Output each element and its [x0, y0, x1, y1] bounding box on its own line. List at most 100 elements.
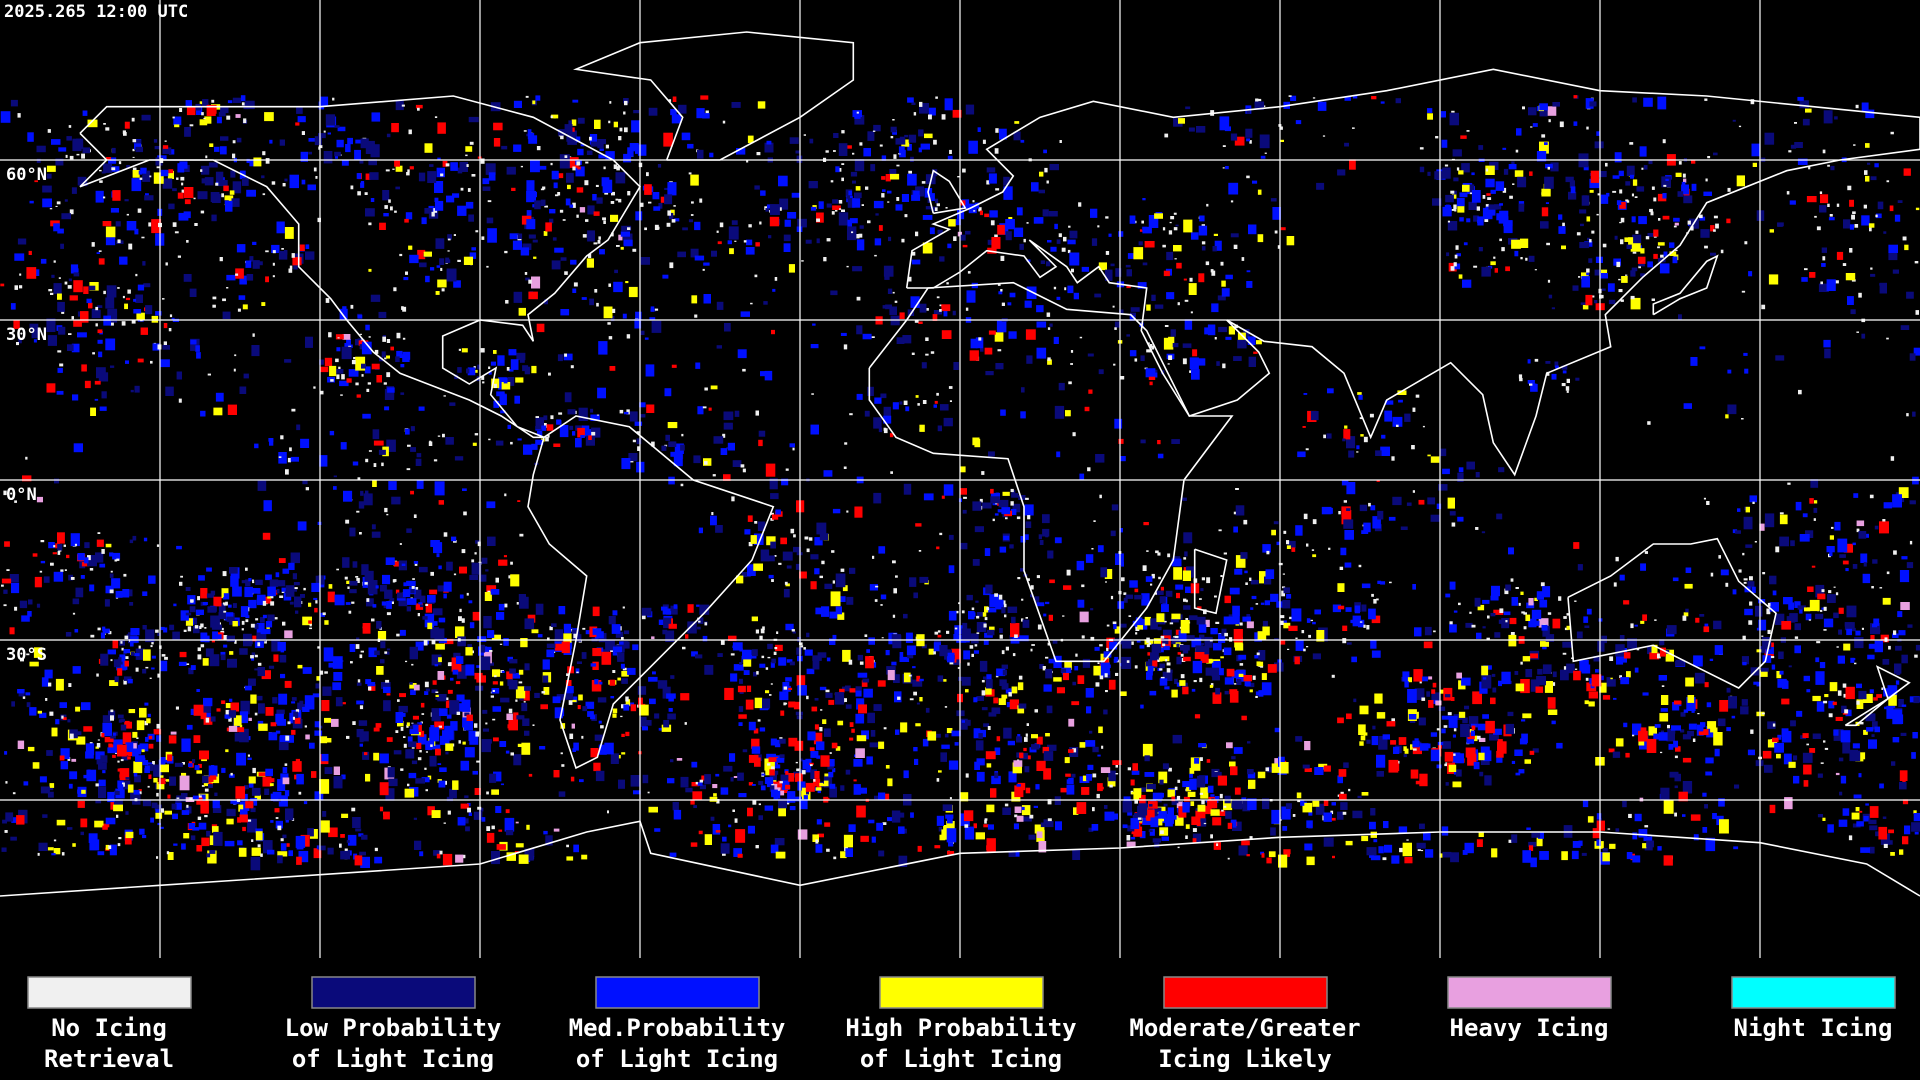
icing-pixel — [395, 99, 404, 111]
icing-pixel — [1164, 686, 1170, 690]
icing-pixel — [603, 306, 613, 319]
icing-pixel — [1153, 638, 1164, 649]
icing-pixel — [1248, 356, 1256, 367]
icing-pixel — [1419, 823, 1425, 829]
icing-pixel — [1547, 166, 1550, 170]
icing-pixel — [742, 368, 746, 372]
icing-pixel — [302, 479, 308, 485]
icing-pixel — [668, 99, 672, 102]
icing-pixel — [499, 394, 507, 406]
icing-pixel — [143, 649, 151, 661]
icing-pixel — [917, 845, 922, 852]
icing-pixel — [188, 667, 194, 675]
icing-pixel — [1390, 763, 1400, 771]
icing-pixel — [1027, 755, 1031, 760]
icing-pixel — [296, 773, 304, 785]
icing-pixel — [1842, 683, 1847, 688]
icing-pixel — [566, 172, 574, 183]
icing-pixel — [1497, 741, 1507, 754]
icing-pixel — [481, 817, 486, 822]
icing-pixel — [553, 828, 560, 832]
icing-pixel — [113, 790, 120, 795]
icing-pixel — [1054, 223, 1058, 230]
icing-pixel — [672, 96, 677, 102]
icing-pixel — [822, 719, 827, 724]
icing-pixel — [1331, 802, 1336, 806]
icing-pixel — [1827, 824, 1834, 833]
icing-pixel — [368, 336, 371, 338]
icing-pixel — [993, 697, 999, 704]
icing-pixel — [27, 132, 34, 142]
icing-pixel — [1085, 554, 1094, 563]
icing-pixel — [438, 725, 442, 728]
icing-pixel — [209, 654, 220, 667]
icing-pixel — [403, 736, 406, 738]
icing-pixel — [442, 853, 453, 866]
icing-pixel — [365, 324, 370, 331]
icing-pixel — [1241, 715, 1247, 721]
icing-pixel — [102, 770, 106, 774]
icing-pixel — [753, 728, 759, 734]
icing-pixel — [794, 740, 804, 751]
icing-pixel — [631, 120, 641, 133]
icing-pixel — [897, 696, 901, 700]
icing-pixel — [95, 751, 105, 760]
icing-pixel — [1118, 231, 1124, 237]
icing-pixel — [397, 720, 404, 727]
icing-pixel — [1911, 822, 1920, 832]
icing-pixel — [179, 775, 190, 791]
icing-pixel — [1280, 639, 1286, 645]
icing-pixel — [145, 736, 149, 742]
icing-pixel — [856, 698, 865, 710]
icing-pixel — [862, 333, 872, 340]
icing-pixel — [1445, 762, 1448, 764]
icing-pixel — [576, 187, 584, 193]
icing-pixel — [56, 390, 64, 395]
icing-pixel — [864, 634, 868, 637]
icing-pixel — [919, 576, 929, 583]
icing-pixel — [1640, 620, 1645, 624]
icing-pixel — [895, 138, 906, 145]
icing-pixel — [1182, 358, 1187, 365]
icing-pixel — [124, 121, 130, 129]
icing-pixel — [1344, 562, 1352, 568]
icing-pixel — [880, 393, 887, 399]
icing-pixel — [465, 154, 468, 157]
icing-pixel — [382, 335, 386, 338]
icing-pixel — [419, 851, 424, 857]
icing-pixel — [220, 136, 229, 141]
icing-pixel — [1541, 624, 1548, 631]
icing-pixel — [1317, 101, 1327, 111]
icing-pixel — [878, 225, 883, 231]
icing-pixel — [1175, 815, 1184, 826]
icing-pixel — [691, 201, 694, 204]
icing-pixel — [1810, 479, 1819, 488]
icing-pixel — [254, 794, 261, 800]
icing-pixel — [228, 774, 235, 778]
icing-pixel — [1904, 244, 1909, 251]
icing-pixel — [180, 176, 185, 181]
icing-pixel — [544, 205, 548, 208]
icing-pixel — [342, 557, 350, 568]
icing-pixel — [227, 404, 237, 415]
icing-pixel — [232, 97, 242, 103]
icing-pixel — [784, 219, 791, 227]
icing-pixel — [1490, 595, 1499, 601]
icing-pixel — [996, 320, 1007, 333]
icing-pixel — [313, 597, 318, 600]
icing-pixel — [1281, 590, 1285, 597]
icing-pixel — [1176, 656, 1182, 665]
icing-pixel — [1267, 766, 1274, 773]
icing-pixel — [1311, 549, 1315, 551]
icing-pixel — [1230, 200, 1234, 203]
icing-pixel — [913, 190, 920, 198]
icing-pixel — [958, 602, 961, 605]
icing-pixel — [914, 758, 919, 765]
icing-pixel — [25, 692, 31, 696]
icing-pixel — [797, 636, 801, 642]
icing-pixel — [1141, 220, 1144, 224]
icing-pixel — [1738, 569, 1742, 573]
icing-pixel — [1036, 347, 1047, 359]
icing-pixel — [621, 637, 624, 640]
icing-pixel — [373, 752, 380, 761]
